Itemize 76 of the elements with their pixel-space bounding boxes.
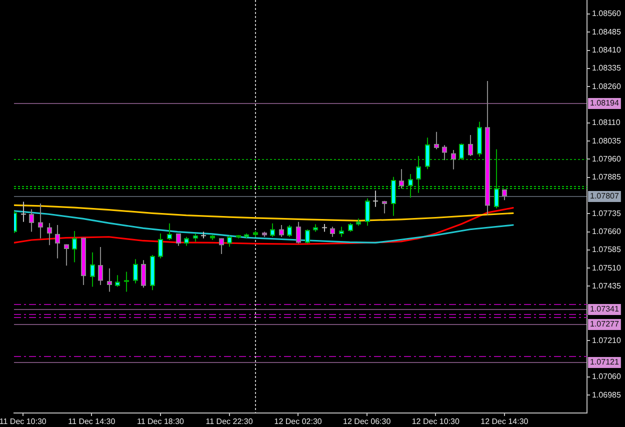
candlestick [55,224,60,259]
candlestick [29,208,34,232]
y-tick-label: 1.07960 [592,154,622,164]
y-tick-label: 1.07735 [592,208,622,218]
candlestick [219,238,224,255]
candlestick [141,260,146,288]
candlestick [98,246,103,286]
ref-line-label: 1.07807 [590,192,620,201]
candlestick [64,244,69,266]
ref-line-label: 1.07121 [590,358,620,367]
candlestick [124,271,129,292]
y-tick-label: 1.07210 [592,336,622,345]
x-tick-label: 12 Dec 14:30 [480,417,529,426]
candlestick [279,224,284,238]
candlestick [167,222,172,241]
y-tick-label: 1.08035 [592,136,622,146]
x-tick-label: 12 Dec 10:30 [412,417,460,426]
candlestick [391,176,396,216]
candlestick [408,173,413,198]
candlestick [107,268,112,292]
x-tick-label: 12 Dec 02:30 [274,417,322,426]
y-tick-label: 1.07660 [592,226,622,236]
y-tick-label: 1.06985 [592,390,622,400]
candlestick [442,144,447,161]
y-tick-label: 1.07435 [592,281,622,290]
x-tick-label: 12 Dec 06:30 [343,417,392,426]
y-tick-label: 1.08485 [592,27,622,36]
candlestick [425,137,430,170]
y-tick-label: 1.07885 [592,172,622,182]
candlestick [399,168,404,189]
candlestick [477,121,482,158]
ref-line-label: 1.07341 [590,304,620,314]
candlestick [468,134,473,157]
candlestick [494,148,499,209]
y-tick-label: 1.08335 [592,64,622,73]
candlestick [373,190,378,208]
ref-line-label: 1.07277 [590,320,620,329]
x-tick-label: 11 Dec 18:30 [136,417,185,426]
candlestick [339,226,344,238]
candlestick [227,235,232,248]
y-tick-label: 1.08110 [592,118,621,128]
y-tick-label: 1.07585 [592,245,622,254]
candlestick [416,156,421,194]
candlestick [322,224,327,232]
candlestick [133,258,138,284]
candlestick [330,226,335,238]
candlestick [296,221,301,244]
candlestick [47,222,52,246]
ref-line-label: 1.08194 [590,98,620,108]
candlestick [115,274,120,288]
candlestick [150,254,155,291]
candlestick [158,232,163,259]
candlestick [459,142,464,160]
candlestick [485,80,490,216]
candlestick [382,200,387,214]
candlestick [90,252,95,288]
candlestick [21,201,26,222]
candlestick [365,198,370,226]
candlestick [81,237,86,286]
y-tick-label: 1.08260 [592,82,622,91]
y-tick-label: 1.08410 [592,46,622,55]
x-tick-label: 11 Dec 22:30 [206,417,254,426]
candlestick [176,232,181,246]
candlestick [502,188,507,201]
candlestick [270,222,275,238]
y-tick-label: 1.08560 [592,9,622,18]
candlestick [72,230,77,263]
candlestick [434,131,439,150]
x-tick-label: 11 Dec 14:30 [68,417,116,426]
candlestick [38,202,43,239]
candlestick [305,228,310,244]
y-tick-label: 1.07060 [592,372,622,382]
candlestick [287,224,292,238]
y-tick-label: 1.07510 [592,263,622,272]
x-tick-label: 11 Dec 10:30 [0,417,47,426]
candlestick [451,150,456,170]
